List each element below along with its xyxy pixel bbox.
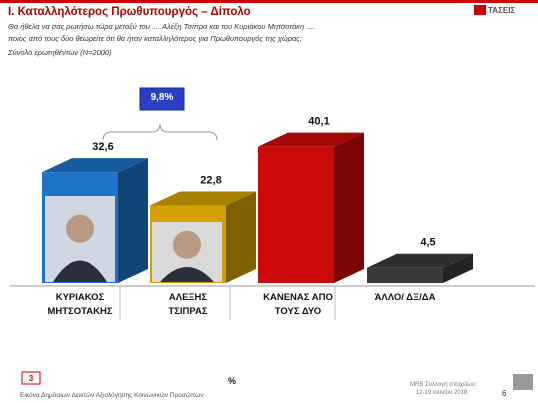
section-number: 3: [28, 374, 34, 383]
logo-text: ΤΑΣΕΙΣ: [488, 6, 516, 15]
value-label: 22,8: [200, 174, 221, 186]
value-label: 4,5: [420, 237, 435, 249]
bar-top: [258, 132, 364, 147]
bar-side: [443, 253, 473, 283]
difference-bracket: [102, 123, 218, 141]
bar: [258, 146, 334, 283]
category-label: ΚΑΝΕΝΑΣ ΑΠΟ ΤΟΥΣ ΔΥΟ: [263, 292, 333, 317]
bar-side: [334, 132, 364, 283]
footer-note: Εικόνα Δημόσιων Δεικτών Αξιολόγησης Κοιν…: [20, 392, 204, 399]
photo-head: [173, 230, 201, 259]
logo-mark: [474, 5, 486, 15]
bar-top: [42, 158, 148, 173]
bar-side: [226, 191, 256, 283]
unit-label: %: [228, 376, 237, 386]
bar: [367, 267, 443, 283]
base-note: Σύνολο ερωτηθέντων (Ν=2000): [8, 48, 112, 57]
page-number: 6: [502, 389, 507, 398]
category-label: ΑΛΕΞΗΣ ΤΣΙΠΡΑΣ: [168, 292, 208, 317]
difference-label: 9,8%: [150, 92, 174, 103]
source-line: MRB Συλλογή στοιχείων:: [410, 382, 477, 388]
photo-body: [160, 267, 214, 282]
question-line: ποιος από τους δύο θεωρείτε ότι θα ήταν …: [8, 34, 302, 43]
photo-head: [66, 214, 94, 243]
category-label: ΚΥΡΙΑΚΟΣ ΜΗΤΣΟΤΑΚΗΣ: [47, 292, 113, 317]
value-label: 40,1: [308, 116, 329, 128]
photo-body: [53, 260, 107, 282]
bar-side: [118, 158, 148, 283]
difference-box: [139, 87, 185, 111]
mrb-logo: [513, 374, 533, 390]
bar-top: [150, 191, 256, 206]
bar-top: [367, 253, 473, 268]
source-line: 12-19 Ιουνίου 2018: [416, 390, 468, 396]
question-line: Θα ήθελα να σας ρωτήσω τώρα μεταξύ του .…: [8, 22, 315, 31]
section-box: [21, 371, 41, 385]
top-rule: [0, 0, 538, 3]
category-label: ΆΛΛΟ/ ΔΞ/ΔΑ: [374, 292, 436, 303]
value-label: 32,6: [92, 141, 113, 153]
title: I. Καταλληλότερος Πρωθυπουργός – Δίπολο: [8, 6, 251, 18]
